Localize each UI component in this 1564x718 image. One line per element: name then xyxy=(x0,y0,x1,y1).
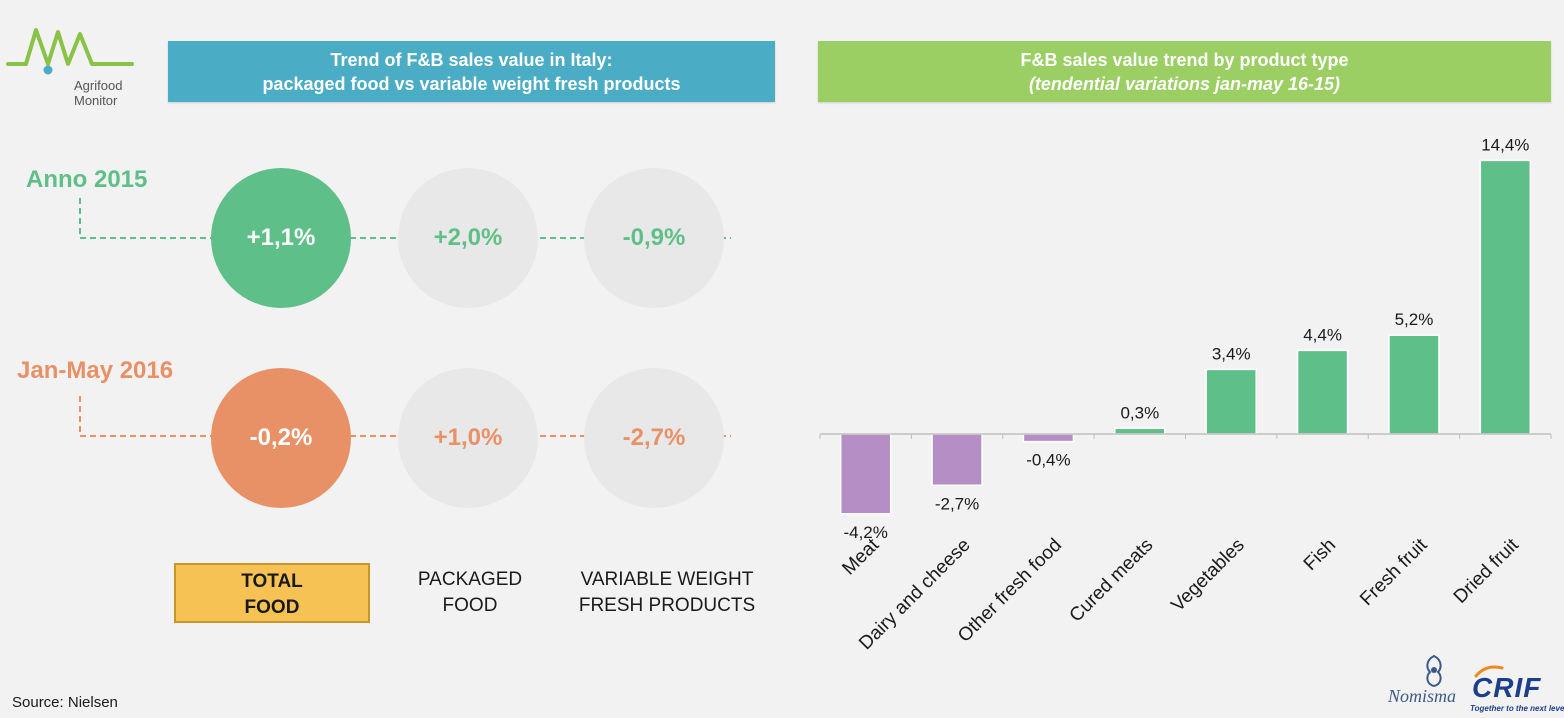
circle-total-2016: -0,2% xyxy=(211,368,351,508)
bar-other-fresh-food xyxy=(1022,433,1075,443)
bar-value-label: 0,3% xyxy=(1120,403,1159,422)
legend-variable-weight: VARIABLE WEIGHT FRESH PRODUCTS xyxy=(562,567,772,619)
circle-packaged-2015: +2,0% xyxy=(398,168,538,308)
nomisma-wordmark: Nomisma xyxy=(1388,686,1457,706)
category-tick-label: Fresh fruit xyxy=(1356,534,1432,610)
source-note: Source: Nielsen xyxy=(12,694,118,711)
legend-variable-line2: FRESH PRODUCTS xyxy=(578,595,756,616)
legend-total-food: TOTAL FOOD xyxy=(174,563,370,623)
crif-tagline: Together to the next level xyxy=(1470,704,1564,713)
category-tick-label: Vegetables xyxy=(1167,535,1248,616)
bar-value-label: -0,4% xyxy=(1026,451,1070,470)
bar-meat xyxy=(839,433,892,515)
circle-packaged-2016: +1,0% xyxy=(398,368,538,508)
left-title-line1: Trend of F&B sales value in Italy: xyxy=(330,49,613,70)
legend-packaged-food: PACKAGED FOOD xyxy=(390,567,550,619)
row-label-2015: Anno 2015 xyxy=(26,166,148,193)
bar-value-label: 14,4% xyxy=(1481,135,1529,154)
bar-dairy-and-cheese xyxy=(931,433,983,487)
bar-value-label: -4,2% xyxy=(843,523,887,542)
left-title-line2: packaged food vs variable weight fresh p… xyxy=(262,73,681,94)
nomisma-emblem-icon xyxy=(1426,654,1442,688)
right-title-banner: F&B sales value trend by product type (t… xyxy=(818,41,1551,102)
bar-vegetables xyxy=(1205,368,1257,435)
right-title-line1: F&B sales value trend by product type xyxy=(1020,49,1349,70)
row-label-2016: Jan-May 2016 xyxy=(17,357,174,384)
logo-brand-text: Agrifood Monitor xyxy=(74,78,123,108)
crif-logo: CRIF Together to the next level xyxy=(1468,664,1564,714)
category-tick-label: Cured meats xyxy=(1066,535,1158,627)
bar-fresh-fruit xyxy=(1388,334,1440,435)
left-title-banner: Trend of F&B sales value in Italy: packa… xyxy=(168,41,775,102)
category-tick-label: Dried fruit xyxy=(1450,534,1524,608)
bar-value-label: -2,7% xyxy=(935,494,979,513)
legend-total-line2: FOOD xyxy=(244,597,300,618)
bar-value-label: 5,2% xyxy=(1395,310,1434,329)
legend-packaged-line1: PACKAGED xyxy=(417,569,523,590)
right-title-line2: (tendential variations jan-may 16-15) xyxy=(1028,73,1341,94)
logo-wave-icon xyxy=(6,28,134,75)
bar-cured-meats xyxy=(1114,427,1166,435)
bar-value-label: 3,4% xyxy=(1212,344,1251,363)
crif-swoosh-icon xyxy=(1474,665,1504,678)
category-tick-label: Fish xyxy=(1300,535,1340,575)
crif-wordmark: CRIF xyxy=(1472,672,1542,703)
legend-variable-line1: VARIABLE WEIGHT xyxy=(580,569,754,590)
bar-value-label: 4,4% xyxy=(1303,325,1342,344)
circle-total-2015: +1,1% xyxy=(211,168,351,308)
legend-packaged-line2: FOOD xyxy=(442,595,498,616)
agrifood-monitor-logo: Agrifood Monitor xyxy=(6,26,166,108)
circle-variable-2016: -2,7% xyxy=(584,368,724,508)
bar-fish xyxy=(1296,349,1349,435)
legend-total-line1: TOTAL xyxy=(241,571,303,592)
bar-dried-fruit xyxy=(1479,159,1532,435)
nomisma-logo: Nomisma xyxy=(1370,652,1462,714)
circle-variable-2015: -0,9% xyxy=(584,168,724,308)
